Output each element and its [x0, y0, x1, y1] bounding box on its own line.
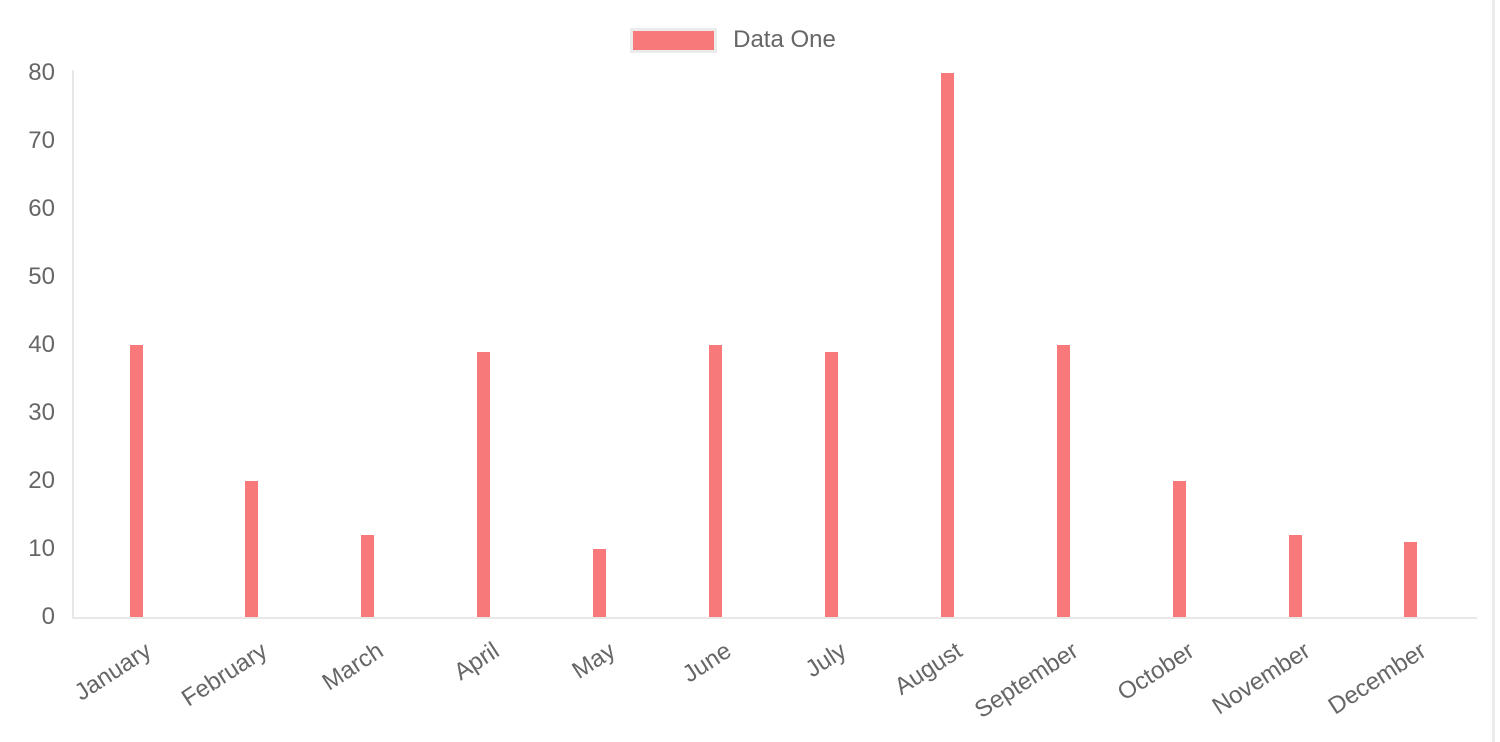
bar-october[interactable]: [1172, 481, 1186, 617]
bar-july[interactable]: [824, 351, 838, 617]
bar-november[interactable]: [1288, 535, 1302, 617]
bar-september[interactable]: [1056, 345, 1070, 617]
right-border-divider: [1492, 0, 1495, 742]
bar-january[interactable]: [129, 345, 143, 617]
y-axis-line: [72, 70, 74, 619]
legend-label: Data One: [733, 26, 836, 53]
x-axis-line: [73, 617, 1477, 619]
y-tick-30: 30: [28, 399, 55, 426]
legend-swatch: [630, 27, 718, 53]
y-tick-60: 60: [28, 195, 55, 222]
y-tick-50: 50: [28, 263, 55, 290]
bar-december[interactable]: [1404, 542, 1418, 617]
bar-june[interactable]: [709, 345, 722, 617]
y-tick-0: 0: [41, 603, 55, 630]
bar-march[interactable]: [361, 535, 375, 617]
bar-april[interactable]: [477, 351, 491, 617]
y-tick-10: 10: [28, 535, 55, 562]
y-tick-40: 40: [28, 331, 55, 358]
bar-february[interactable]: [245, 481, 259, 617]
bar-august[interactable]: [940, 73, 954, 617]
y-tick-70: 70: [28, 127, 55, 154]
bar-may[interactable]: [593, 549, 607, 617]
y-tick-80: 80: [28, 59, 55, 86]
y-tick-20: 20: [28, 467, 55, 494]
chart-legend[interactable]: Data One: [0, 27, 1483, 53]
